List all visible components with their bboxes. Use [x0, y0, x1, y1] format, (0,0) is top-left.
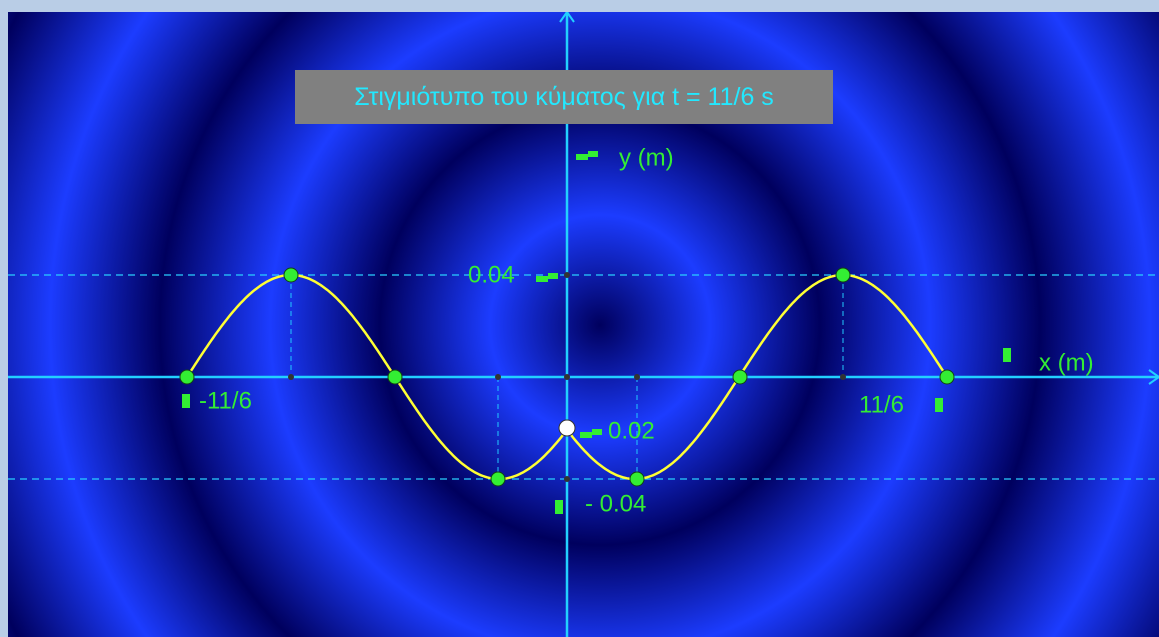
hand-icon — [1003, 348, 1011, 362]
y-origin-label: 0.02 — [608, 417, 655, 444]
wave-point — [733, 370, 747, 384]
origin-point — [559, 420, 575, 436]
wave-point — [180, 370, 194, 384]
y-max-label: 0.04 — [468, 261, 515, 288]
axis-point — [564, 374, 570, 380]
wave-point — [836, 268, 850, 282]
axis-point — [288, 374, 294, 380]
wave-point — [940, 370, 954, 384]
hand-icon — [580, 429, 602, 438]
y-min-label: - 0.04 — [585, 490, 646, 517]
axis-point — [634, 374, 640, 380]
x-left-label: -11/6 — [199, 387, 252, 414]
hand-icon — [555, 500, 563, 514]
y-axis-label: y (m) — [619, 144, 674, 171]
page: y (m) x (m) 0.04 - 0.04 0.02 -11/6 11/6 … — [0, 0, 1159, 637]
graphics-view: y (m) x (m) 0.04 - 0.04 0.02 -11/6 11/6 … — [8, 12, 1159, 637]
axis-point — [564, 272, 570, 278]
wave-point — [388, 370, 402, 384]
title: Στιγμιότυπο του κύματος για t = 11/6 s — [295, 70, 833, 124]
hand-icon — [536, 273, 558, 282]
axis-point — [840, 374, 846, 380]
wave-point — [284, 268, 298, 282]
hand-icon — [182, 394, 190, 408]
wave-point — [630, 472, 644, 486]
hand-icon — [576, 151, 598, 160]
x-right-label: 11/6 — [859, 391, 904, 418]
x-axis-label: x (m) — [1039, 349, 1094, 376]
wave-point — [491, 472, 505, 486]
hand-icon — [935, 398, 943, 412]
axis-point — [564, 476, 570, 482]
axis-point — [495, 374, 501, 380]
